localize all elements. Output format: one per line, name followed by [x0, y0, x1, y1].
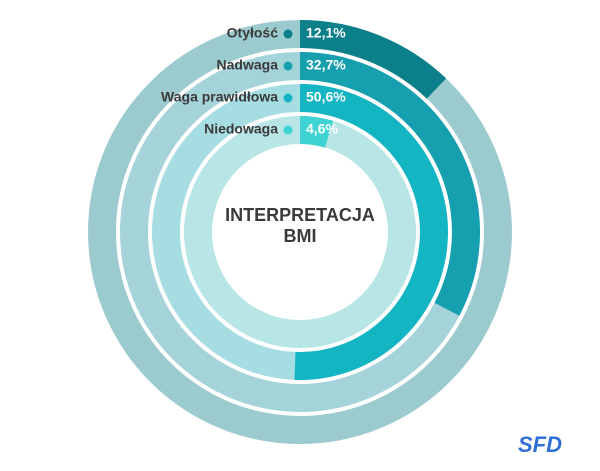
category-label: Nadwaga	[217, 57, 279, 73]
category-label: Niedowaga	[204, 121, 278, 137]
chart-title: INTERPRETACJA BMI	[225, 205, 375, 246]
bar	[299, 52, 480, 316]
value-label: 50,6%	[306, 89, 346, 105]
value-label: 12,1%	[306, 25, 346, 41]
category-label: Otyłość	[227, 25, 279, 41]
legend-dot	[283, 61, 293, 71]
legend-dot	[283, 29, 293, 39]
bar	[299, 116, 334, 148]
legend-dot	[283, 93, 293, 103]
legend-dot	[283, 125, 293, 135]
value-label: 32,7%	[306, 57, 346, 73]
bar	[294, 84, 448, 380]
category-label: Waga prawidłowa	[161, 89, 278, 105]
logo: SFD	[518, 432, 562, 457]
bar	[299, 20, 447, 99]
value-label: 4,6%	[306, 121, 338, 137]
